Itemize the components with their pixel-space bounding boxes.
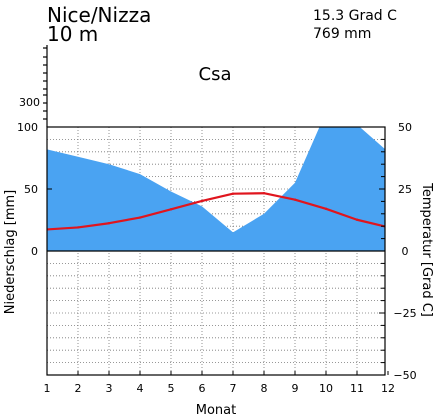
x-tick-label: 12 xyxy=(381,382,395,395)
temperature-point xyxy=(324,207,328,211)
right-axis-label: Temperatur [Grad C] xyxy=(419,182,434,317)
temp-tick-50: 50 xyxy=(398,121,412,134)
x-tick-label: 8 xyxy=(261,382,268,395)
precip-tick-100: 100 xyxy=(17,121,38,134)
x-tick-label: 6 xyxy=(199,382,206,395)
temp-tick-minus-25: −25 xyxy=(393,307,416,320)
left-axis-label: Niederschlag [mm] xyxy=(3,190,18,315)
x-tick-label: 1 xyxy=(44,382,51,395)
temp-tick-25: 25 xyxy=(398,183,412,196)
upper-precip-scale xyxy=(43,45,48,127)
temperature-point xyxy=(200,199,204,203)
temperature-point xyxy=(138,216,142,219)
temperature-point xyxy=(262,192,266,195)
station-name: Nice/Nizza xyxy=(47,3,151,27)
x-tick-label: 5 xyxy=(168,382,175,395)
temperature-point xyxy=(107,222,111,225)
climate-classification: Csa xyxy=(199,64,232,85)
temperature-point xyxy=(169,208,173,211)
temperature-point xyxy=(387,226,389,228)
x-axis-label: Monat xyxy=(196,403,236,418)
axis-ticks xyxy=(46,138,389,375)
mean-temperature: 15.3 Grad C xyxy=(313,8,397,24)
temperature-point xyxy=(76,226,80,229)
x-tick-label: 11 xyxy=(350,382,364,395)
temperature-point xyxy=(355,218,359,221)
station-elevation: 10 m xyxy=(47,22,98,46)
x-tick-label: 3 xyxy=(106,382,113,395)
temperature-line xyxy=(47,192,385,231)
temp-tick-minus-50: −50 xyxy=(393,369,416,382)
x-tick-label: 9 xyxy=(292,382,299,395)
precipitation-area xyxy=(47,127,385,251)
x-tick-label: 2 xyxy=(75,382,82,395)
x-tick-label: 10 xyxy=(319,382,333,395)
temperature-point xyxy=(293,198,297,201)
precip-tick-50: 50 xyxy=(24,183,38,196)
precip-tick-0: 0 xyxy=(31,245,38,258)
temperature-point xyxy=(231,192,235,195)
annual-precipitation: 769 mm xyxy=(313,26,371,42)
x-tick-label: 7 xyxy=(230,382,237,395)
temp-tick-0: 0 xyxy=(402,245,409,258)
x-tick-label: 4 xyxy=(137,382,144,395)
precip-tick-300: 300 xyxy=(19,96,40,109)
x-tick-labels: 1 2 3 4 5 6 7 8 9 10 11 12 xyxy=(44,382,396,395)
